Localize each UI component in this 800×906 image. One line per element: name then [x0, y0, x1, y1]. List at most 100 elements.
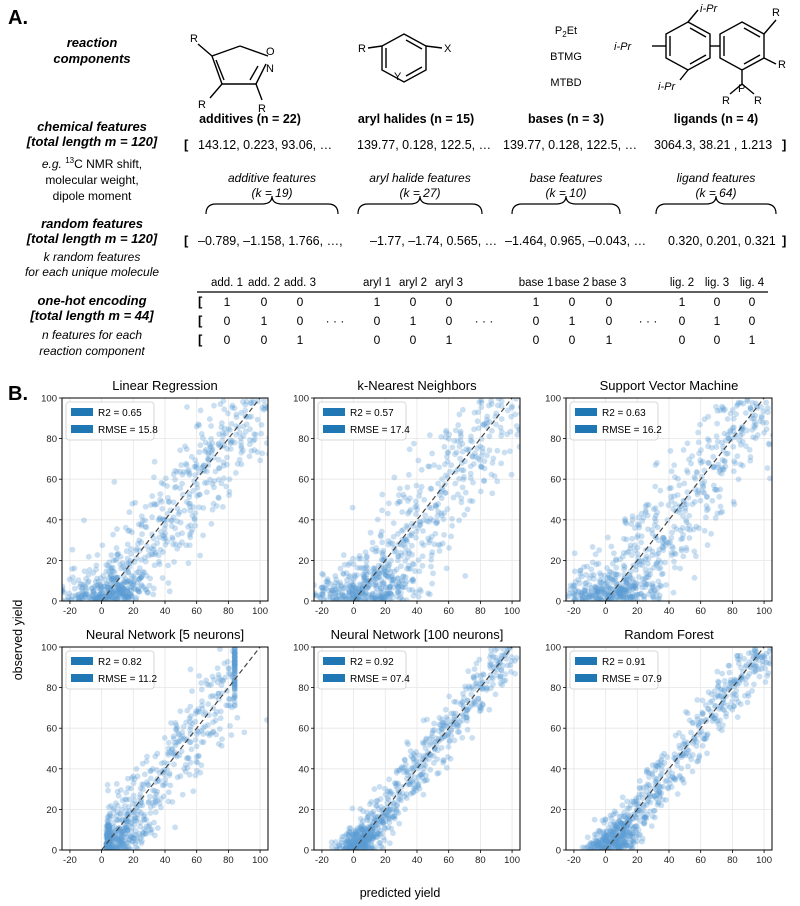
scatter-point — [219, 437, 226, 444]
scatter-point — [609, 832, 615, 839]
scatter-point — [620, 838, 627, 845]
scatter-point — [588, 589, 595, 596]
scatter-point — [200, 505, 207, 511]
scatter-point — [196, 422, 203, 429]
scatter-point — [587, 846, 594, 850]
scatter-point — [636, 778, 643, 784]
scatter-point — [273, 430, 279, 436]
scatter-point — [639, 576, 646, 582]
scatter-point — [739, 676, 746, 683]
scatter-point — [338, 595, 345, 601]
scatter-point — [651, 587, 658, 594]
scatter-point — [589, 592, 596, 599]
scatter-point — [387, 789, 394, 795]
scatter-point — [104, 844, 111, 850]
scatter-point — [144, 781, 151, 788]
scatter-point — [105, 580, 112, 587]
scatter-point — [379, 830, 386, 837]
scatter-point — [98, 584, 105, 590]
scatter-point — [177, 708, 184, 715]
scatter-point — [81, 568, 88, 575]
scatter-point — [144, 753, 150, 760]
scatter-point — [469, 452, 476, 459]
scatter-point — [354, 825, 361, 832]
scatter-point — [342, 844, 349, 850]
scatter-point — [105, 824, 111, 831]
scatter-point — [586, 597, 593, 601]
scatter-point — [764, 673, 771, 679]
scatter-point — [713, 403, 719, 410]
scatter-point — [231, 702, 238, 709]
onehot-cell: 0 — [224, 314, 231, 328]
scatter-point — [106, 842, 113, 849]
scatter-point — [368, 594, 374, 601]
scatter-point — [401, 757, 408, 764]
scatter-point — [118, 587, 125, 594]
scatter-point — [362, 834, 368, 841]
scatter-point — [107, 573, 114, 579]
scatter-point — [603, 580, 610, 587]
scatter-point — [134, 804, 140, 811]
scatter-point — [595, 839, 602, 846]
scatter-point — [127, 845, 134, 850]
scatter-point — [467, 437, 474, 444]
scatter-point — [353, 592, 360, 599]
scatter-point — [119, 591, 126, 597]
scatter-point — [147, 827, 153, 833]
scatter-point — [447, 755, 454, 762]
scatter-point — [352, 827, 359, 834]
scatter-point — [353, 584, 359, 591]
scatter-point — [615, 580, 622, 587]
scatter-point — [338, 839, 345, 846]
scatter-point — [112, 557, 119, 564]
scatter-point — [649, 593, 656, 600]
scatter-point — [398, 552, 405, 559]
scatter-point — [481, 421, 488, 427]
scatter-point — [139, 531, 145, 538]
scatter-point — [115, 590, 122, 597]
scatter-point — [218, 742, 225, 749]
scatter-point — [598, 842, 605, 848]
scatter-point — [721, 457, 728, 464]
scatter-point — [396, 820, 403, 827]
scatter-point — [628, 837, 635, 844]
scatter-point — [112, 596, 119, 601]
scatter-point — [626, 594, 633, 601]
scatter-point — [737, 433, 744, 439]
scatter-point — [638, 533, 645, 540]
base-mtbd: MTBD — [550, 77, 581, 89]
scatter-point — [82, 594, 88, 600]
scatter-point — [622, 594, 629, 601]
scatter-point — [521, 430, 527, 436]
scatter-point — [584, 592, 591, 598]
scatter-point — [671, 751, 678, 758]
scatter-point — [659, 753, 665, 759]
scatter-point — [417, 519, 424, 525]
scatter-point — [231, 664, 238, 671]
scatter-point — [188, 453, 195, 460]
scatter-point — [658, 802, 665, 809]
scatter-point — [356, 827, 362, 833]
scatter-point — [735, 699, 742, 705]
scatter-point — [348, 846, 355, 850]
scatter-point — [172, 824, 178, 831]
scatter-point — [717, 466, 724, 473]
scatter-point — [115, 582, 122, 588]
scatter-point — [220, 430, 226, 436]
scatter-point — [402, 544, 408, 551]
scatter-point — [419, 562, 426, 569]
scatter-point — [132, 499, 139, 506]
scatter-point — [489, 676, 496, 682]
scatter-point — [705, 459, 712, 466]
y-tick-label: 40 — [550, 515, 561, 526]
scatter-point — [357, 815, 364, 822]
scatter-point — [729, 706, 736, 713]
scatter-point — [134, 845, 141, 850]
reference-line — [101, 646, 261, 851]
scatter-point — [602, 836, 609, 843]
scatter-point — [131, 776, 138, 782]
scatter-point — [603, 837, 610, 844]
scatter-point — [618, 813, 625, 819]
scatter-point — [386, 776, 392, 783]
scatter-point — [393, 593, 400, 600]
